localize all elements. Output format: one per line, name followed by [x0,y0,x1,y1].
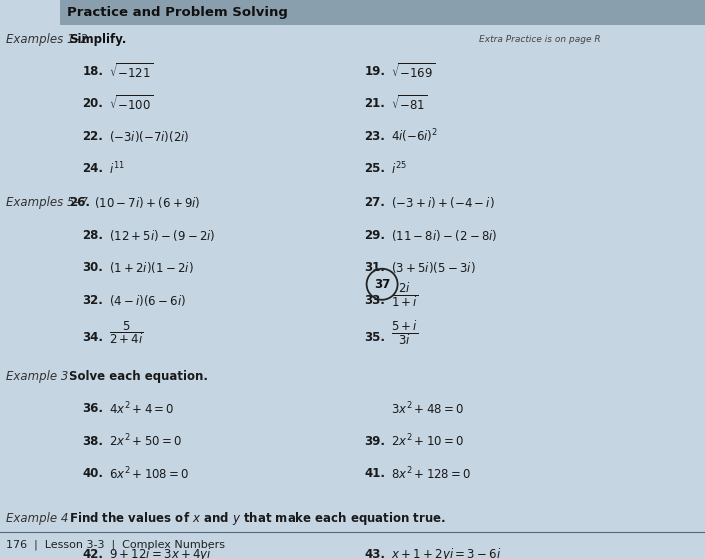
Text: 20.: 20. [82,97,104,111]
Text: Example 3: Example 3 [6,370,68,383]
Text: $2x^2 + 10 = 0$: $2x^2 + 10 = 0$ [391,433,465,449]
Text: $(11 - 8i) - (2 - 8i)$: $(11 - 8i) - (2 - 8i)$ [391,228,498,243]
Text: 18.: 18. [82,65,104,78]
Text: 37: 37 [374,278,391,291]
Text: 39.: 39. [364,435,386,448]
Text: $(12 + 5i) - (9 - 2i)$: $(12 + 5i) - (9 - 2i)$ [109,228,216,243]
Text: 25.: 25. [364,162,386,176]
Text: Practice and Problem Solving: Practice and Problem Solving [67,6,288,19]
Text: 32.: 32. [82,293,104,307]
Text: 36.: 36. [82,402,104,415]
Text: $(3 + 5i)(5 - 3i)$: $(3 + 5i)(5 - 3i)$ [391,260,476,275]
Text: 35.: 35. [364,331,386,344]
Text: 34.: 34. [82,331,104,344]
Text: Example 4: Example 4 [6,513,68,525]
Text: $(10 - 7i) + (6 + 9i)$: $(10 - 7i) + (6 + 9i)$ [94,195,201,210]
Text: 31.: 31. [364,261,386,274]
Text: 40.: 40. [82,467,104,480]
Text: $\sqrt{-81}$: $\sqrt{-81}$ [391,94,428,113]
Text: 26.: 26. [69,196,90,210]
FancyBboxPatch shape [60,0,705,25]
Text: Solve each equation.: Solve each equation. [69,370,208,383]
Text: 28.: 28. [82,229,104,242]
Text: $\dfrac{5+i}{3i}$: $\dfrac{5+i}{3i}$ [391,319,419,347]
Text: $(1 + 2i)(1 - 2i)$: $(1 + 2i)(1 - 2i)$ [109,260,194,275]
Text: 38.: 38. [82,435,104,448]
Text: $8x^2 + 128 = 0$: $8x^2 + 128 = 0$ [391,465,472,482]
Text: 23.: 23. [364,130,386,143]
Text: Extra Practice is on page R: Extra Practice is on page R [479,35,601,44]
Text: $\dfrac{5}{2+4i}$: $\dfrac{5}{2+4i}$ [109,320,144,346]
Text: 30.: 30. [82,261,104,274]
Text: 29.: 29. [364,229,386,242]
Text: 22.: 22. [82,130,104,143]
Text: 24.: 24. [82,162,104,176]
Text: $9 + 12i = 3x + 4yi$: $9 + 12i = 3x + 4yi$ [109,546,212,559]
Text: $6x^2 + 108 = 0$: $6x^2 + 108 = 0$ [109,465,190,482]
Text: $2x^2 + 50 = 0$: $2x^2 + 50 = 0$ [109,433,183,449]
Text: 42.: 42. [82,548,104,559]
Text: $4x^2 + 4 = 0$: $4x^2 + 4 = 0$ [109,400,175,417]
Text: $3x^2 + 48 = 0$: $3x^2 + 48 = 0$ [391,400,465,417]
Text: 27.: 27. [364,196,386,210]
Text: 43.: 43. [364,548,386,559]
Text: 41.: 41. [364,467,386,480]
Text: $(-3i)(-7i)(2i)$: $(-3i)(-7i)(2i)$ [109,129,190,144]
Text: $x + 1 + 2yi = 3 - 6i$: $x + 1 + 2yi = 3 - 6i$ [391,546,501,559]
Text: $(4 - i)(6 - 6i)$: $(4 - i)(6 - 6i)$ [109,292,186,307]
Text: $\sqrt{-100}$: $\sqrt{-100}$ [109,94,154,113]
Text: $i^{25}$: $i^{25}$ [391,160,407,177]
Text: 33.: 33. [364,293,386,307]
Text: $\sqrt{-121}$: $\sqrt{-121}$ [109,62,154,81]
Text: Examples 5–7: Examples 5–7 [6,196,87,210]
Text: 176  |  Lesson 3-3  |  Complex Numbers: 176 | Lesson 3-3 | Complex Numbers [6,539,225,549]
Text: 19.: 19. [364,65,386,78]
Text: $(-3 + i) + (-4 - i)$: $(-3 + i) + (-4 - i)$ [391,195,495,210]
Text: 21.: 21. [364,97,386,111]
Text: Examples 1–2: Examples 1–2 [6,32,87,46]
Text: $\dfrac{2i}{1+i}$: $\dfrac{2i}{1+i}$ [391,282,419,310]
Text: $4i(-6i)^2$: $4i(-6i)^2$ [391,127,439,145]
Text: Simplify.: Simplify. [69,32,126,46]
Text: Find the values of $x$ and $y$ that make each equation true.: Find the values of $x$ and $y$ that make… [69,510,446,528]
Text: $\sqrt{-169}$: $\sqrt{-169}$ [391,62,436,81]
Text: $i^{11}$: $i^{11}$ [109,160,125,177]
